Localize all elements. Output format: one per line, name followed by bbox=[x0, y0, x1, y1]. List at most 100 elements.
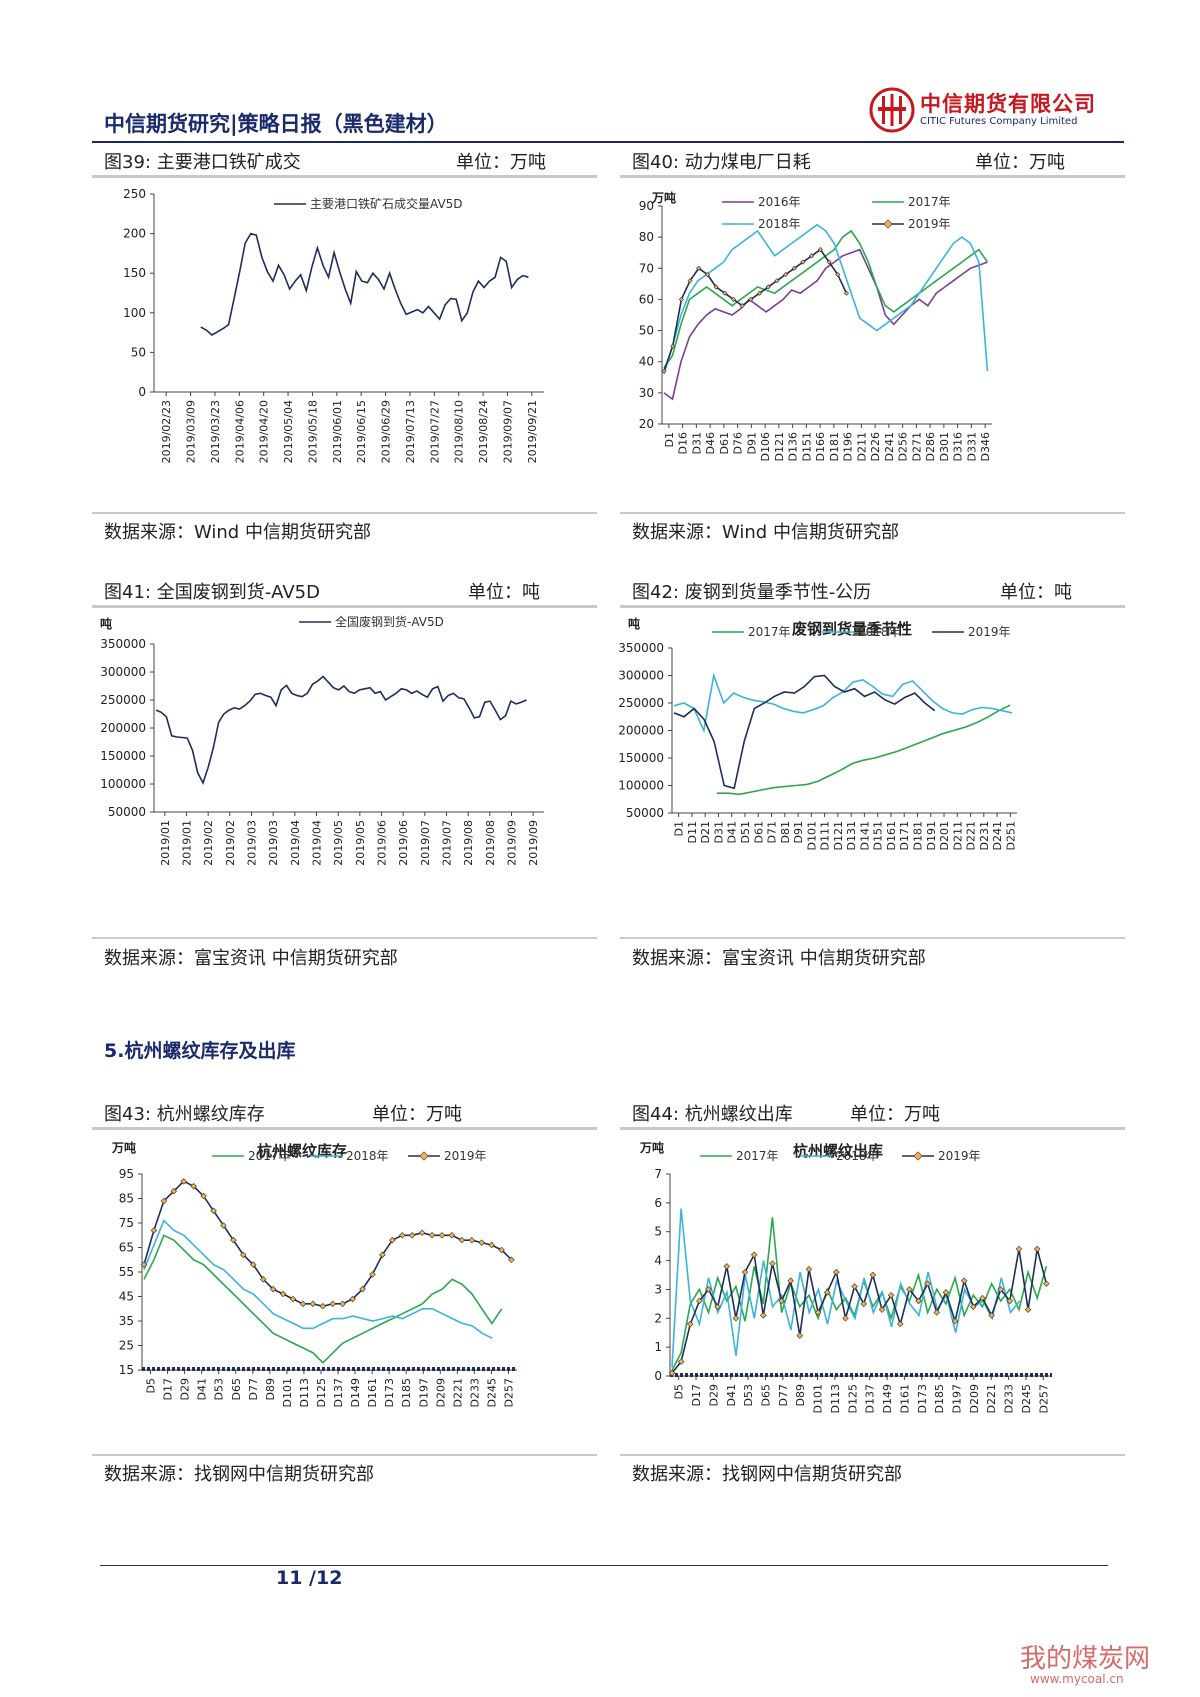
series-point bbox=[970, 1303, 977, 1310]
series-point bbox=[741, 1268, 749, 1276]
series-point bbox=[1006, 1297, 1014, 1305]
series-point bbox=[774, 278, 780, 284]
figure-43-unit: 单位：万吨 bbox=[372, 1104, 462, 1125]
x-tick-label: D149 bbox=[349, 1378, 362, 1407]
series-point bbox=[760, 1312, 767, 1319]
x-tick-label: D181 bbox=[911, 821, 924, 850]
series-point bbox=[814, 1309, 822, 1316]
series-point bbox=[438, 1231, 446, 1239]
x-tick-label: D173 bbox=[916, 1384, 929, 1413]
figure-42-unit: 单位：吨 bbox=[1000, 582, 1072, 603]
y-tick-label: 1 bbox=[654, 1340, 662, 1354]
chart-svg: 7 6 5 4 3 2 1 0 D5 D17 D29 D41 D53 D65 D77 D89 D101 D113 D… bbox=[639, 1140, 1052, 1413]
legend-marker bbox=[883, 219, 893, 229]
x-tick-label: D173 bbox=[383, 1378, 396, 1407]
x-tick-label: 2019/02 bbox=[224, 820, 237, 866]
x-tick-label: D125 bbox=[315, 1378, 328, 1407]
x-tick-label: D241 bbox=[991, 821, 1004, 850]
series-line-0 bbox=[155, 675, 527, 785]
x-tick-label: D245 bbox=[485, 1378, 498, 1407]
series-line-0 bbox=[716, 704, 1011, 796]
legend-label: 2017年 bbox=[748, 625, 791, 639]
x-tick-label: 2019/09 bbox=[506, 820, 519, 866]
x-tick-label: 2019/04 bbox=[289, 820, 302, 866]
x-tick-label: 2019/09 bbox=[527, 820, 540, 866]
logo-english-name: CITIC Futures Company Limited bbox=[920, 116, 1078, 127]
series-point bbox=[757, 290, 763, 296]
y-tick-label: 50000 bbox=[626, 806, 664, 820]
series-point bbox=[842, 1315, 849, 1322]
figure-44-top-rule bbox=[620, 1127, 1125, 1130]
x-tick-label: 2019/07 bbox=[441, 820, 454, 866]
series-point bbox=[791, 265, 797, 271]
y-tick-label: 55 bbox=[119, 1265, 134, 1279]
series-point bbox=[823, 1289, 831, 1296]
y-tick-label: 300000 bbox=[100, 665, 146, 679]
series-point bbox=[750, 1251, 758, 1259]
series-point bbox=[299, 1300, 307, 1308]
x-tick-label: D151 bbox=[800, 432, 813, 461]
watermark-url: www.mycoal.cn bbox=[1030, 1672, 1124, 1686]
chart-title: 废钢到货量季节性 bbox=[792, 620, 912, 638]
series-point bbox=[800, 259, 806, 265]
x-tick-label: 2019/05/18 bbox=[306, 400, 319, 463]
series-point bbox=[713, 284, 719, 290]
x-tick-label: D111 bbox=[819, 821, 832, 850]
series-point bbox=[279, 1290, 287, 1298]
legend-label: 2019年 bbox=[938, 1149, 981, 1163]
y-tick-label: 250 bbox=[123, 187, 146, 201]
series-point bbox=[170, 1187, 178, 1195]
series-line-1 bbox=[671, 1208, 1021, 1368]
y-axis-unit: 吨 bbox=[100, 616, 112, 631]
series-point bbox=[979, 1294, 986, 1302]
figure-41-source: 数据来源：富宝资讯 中信期货研究部 bbox=[104, 948, 398, 969]
x-tick-label: D209 bbox=[434, 1378, 447, 1407]
series-line-0 bbox=[200, 232, 529, 336]
chart-svg: 350000 300000 250000 200000 150000 100000 5000… bbox=[618, 616, 1017, 850]
chart-svg: 350000 300000 250000 200000 150000 100000 5000… bbox=[100, 614, 544, 866]
series-point bbox=[960, 1277, 968, 1285]
series-point bbox=[696, 1297, 703, 1305]
figure-39-title: 图39: 主要港口铁矿成交 bbox=[104, 152, 301, 173]
x-tick-label: 2019/04/20 bbox=[258, 400, 271, 463]
y-tick-label: 100000 bbox=[100, 777, 146, 791]
y-tick-label: 300000 bbox=[618, 669, 664, 683]
y-tick-label: 150 bbox=[123, 266, 146, 280]
series-point bbox=[843, 290, 849, 296]
figure-41-top-rule bbox=[92, 605, 597, 608]
y-tick-label: 25 bbox=[119, 1339, 134, 1353]
figure-42-title: 图42: 废钢到货量季节性-公历 bbox=[632, 582, 872, 603]
x-tick-label: D137 bbox=[864, 1384, 877, 1413]
figure-39-source: 数据来源：Wind 中信期货研究部 bbox=[104, 522, 371, 543]
chart-svg: 250 200 150 100 50 0 2019/02/23 2019/03/09 2019/… bbox=[123, 187, 544, 463]
figure-42-source: 数据来源：富宝资讯 中信期货研究部 bbox=[632, 948, 926, 969]
x-tick-label: D101 bbox=[281, 1378, 294, 1407]
series-point bbox=[906, 1286, 913, 1293]
x-tick-label: D271 bbox=[910, 432, 923, 461]
y-tick-label: 15 bbox=[119, 1363, 134, 1377]
x-tick-label: D101 bbox=[812, 1384, 825, 1413]
series-point bbox=[289, 1295, 297, 1303]
series-point bbox=[359, 1285, 366, 1293]
y-tick-label: 2 bbox=[654, 1311, 662, 1325]
figure-42-bottom-rule bbox=[620, 937, 1125, 939]
series-point bbox=[805, 1265, 813, 1273]
x-tick-label: D31 bbox=[690, 432, 703, 454]
series-point bbox=[878, 1306, 886, 1313]
x-tick-label: 2019/08/10 bbox=[453, 400, 466, 463]
figure-41-unit: 单位：吨 bbox=[468, 582, 540, 603]
x-tick-label: D137 bbox=[332, 1378, 345, 1407]
series-point bbox=[150, 1227, 158, 1234]
figure-39-bottom-rule bbox=[92, 512, 597, 514]
watermark-text: 我的煤炭网 bbox=[1020, 1644, 1151, 1674]
y-tick-label: 3 bbox=[654, 1282, 662, 1296]
series-point bbox=[951, 1317, 959, 1325]
y-axis-unit: 万吨 bbox=[651, 190, 676, 205]
series-point bbox=[1024, 1306, 1032, 1313]
figure-39-top-rule bbox=[92, 175, 597, 178]
series-point bbox=[933, 1309, 941, 1316]
plot-area: 350000 300000 250000 200000 150000 100000 5000… bbox=[100, 614, 544, 866]
y-tick-label: 350000 bbox=[618, 641, 664, 655]
x-tick-label: D125 bbox=[846, 1384, 859, 1413]
series-point bbox=[826, 259, 832, 265]
